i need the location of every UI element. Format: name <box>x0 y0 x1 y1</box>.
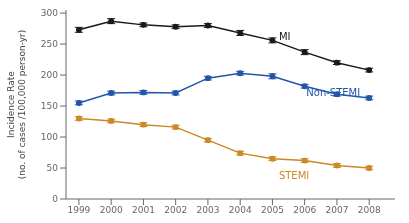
svg-text:2004: 2004 <box>229 205 252 215</box>
svg-text:0: 0 <box>52 194 58 204</box>
svg-text:1999: 1999 <box>67 205 90 215</box>
svg-text:2000: 2000 <box>100 205 123 215</box>
svg-text:2002: 2002 <box>164 205 187 215</box>
svg-text:200: 200 <box>41 70 58 80</box>
svg-text:150: 150 <box>41 101 58 111</box>
svg-text:MI: MI <box>279 31 291 42</box>
svg-text:Non-STEMI: Non-STEMI <box>306 87 360 98</box>
svg-text:50: 50 <box>47 163 59 173</box>
svg-text:Incidence Rate(no. of cases /1: Incidence Rate(no. of cases /100,000 per… <box>8 30 27 180</box>
svg-text:2008: 2008 <box>358 205 381 215</box>
svg-text:100: 100 <box>41 132 58 142</box>
svg-text:2003: 2003 <box>196 205 219 215</box>
svg-text:STEMI: STEMI <box>279 170 309 181</box>
svg-text:250: 250 <box>41 39 58 49</box>
svg-text:2001: 2001 <box>132 205 155 215</box>
svg-text:300: 300 <box>41 8 58 18</box>
svg-text:2005: 2005 <box>261 205 284 215</box>
svg-text:2006: 2006 <box>293 205 316 215</box>
svg-text:2007: 2007 <box>325 205 348 215</box>
